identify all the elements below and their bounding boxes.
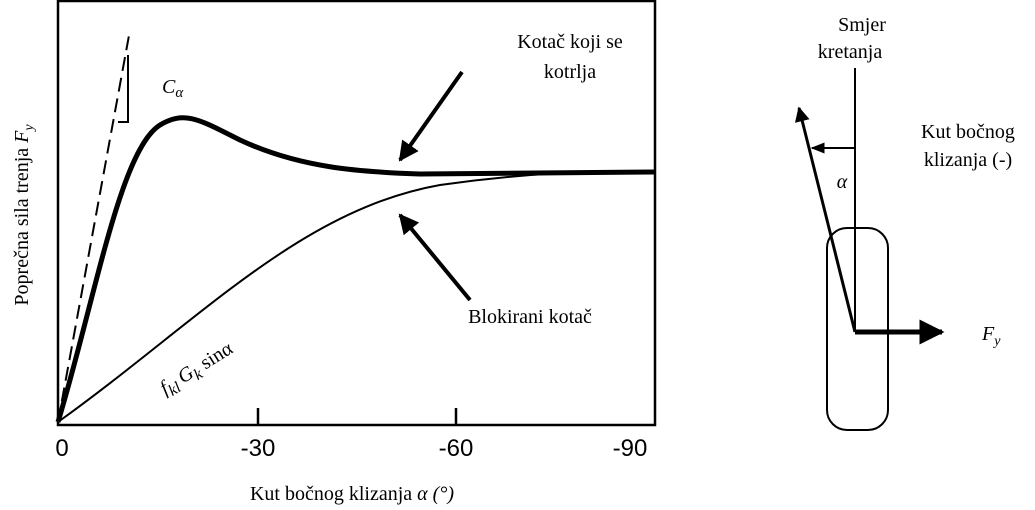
force-label: Fy [981,323,1001,349]
wheel [826,227,889,431]
x-tick-label: -90 [613,435,648,462]
angle-symbol: α [837,171,848,193]
slope-mark [118,55,129,123]
slip-label: Kut bočnog [921,121,1015,143]
locked-curve [57,170,656,423]
x-axis-label: Kut bočnog klizanja α (°) [250,483,454,505]
rolling-curve [55,115,656,423]
x-tick-label: -60 [439,435,474,462]
stiffness-label: Cα [162,76,184,101]
rolling-label: kotrlja [544,61,596,83]
locked-label: Blokirani kotač [468,306,592,328]
direction-arrow [794,106,857,333]
direction-label: kretanja [818,41,883,63]
direction-label: Smjer [838,14,886,36]
x-ticks [256,408,458,425]
formula: fklGk sinα [156,337,239,403]
tangent-line [57,29,131,423]
x-tick-label: -30 [241,435,276,462]
slip-label: klizanja (-) [924,149,1012,171]
plot-frame [56,0,657,427]
arrow [398,213,472,302]
arrow [398,70,464,162]
y-axis-label: Poprečna sila trenja Fy [11,124,37,306]
rolling-label: Kotač koji se [517,31,623,53]
x-tick-label: 0 [55,435,68,462]
